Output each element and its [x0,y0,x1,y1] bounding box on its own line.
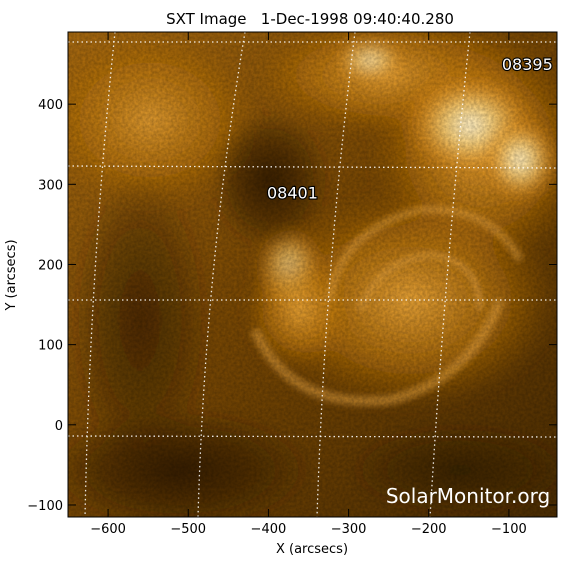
x-tick-label: −200 [411,522,447,537]
sxt-image [68,32,557,517]
y-tick-label: 300 [38,178,63,193]
active-region-number: 08395 [502,55,553,74]
x-tick-label: −400 [251,522,287,537]
x-axis-ticks: −600 −500 −400 −300 −200 −100 [90,32,527,537]
heliographic-grid [68,32,557,517]
y-tick-label: 400 [38,98,63,113]
y-tick-label: 200 [38,258,63,273]
active-region-number: 08401 [267,183,318,202]
x-tick-label: −600 [90,522,126,537]
y-axis-label: Y (arcsecs) [4,239,19,311]
y-tick-label: 0 [55,419,63,434]
plot-title: SXT Image 1-Dec-1998 09:40:40.280 [166,10,454,28]
x-axis-label: X (arcsecs) [276,542,348,557]
x-tick-label: −100 [491,522,527,537]
watermark: SolarMonitor.org [386,484,550,508]
y-axis-ticks: −100 0 100 200 300 400 [27,98,557,514]
plot-frame [67,31,558,518]
x-tick-label: −300 [331,522,367,537]
y-tick-label: 100 [38,339,63,354]
x-tick-label: −500 [170,522,206,537]
active-region-labels: 08401 08395 [266,54,554,203]
y-tick-label: −100 [27,499,63,514]
